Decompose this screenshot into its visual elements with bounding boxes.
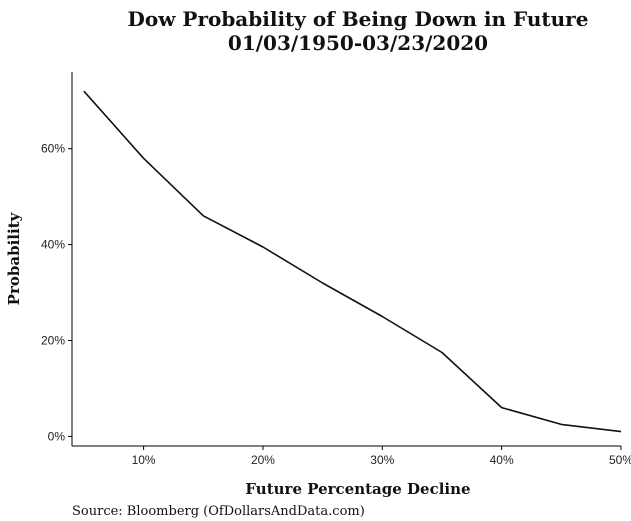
x-tick-label: 50% [609, 453, 631, 467]
plot-area: 0% 20% 40% 60% 10% 20% 30% 40% 50% [41, 72, 631, 467]
y-tick-label: 40% [41, 238, 65, 252]
y-tick-label: 20% [41, 334, 65, 348]
x-axis-title: Future Percentage Decline [245, 480, 470, 498]
series-group [83, 90, 622, 433]
y-axis-ticks: 0% 20% 40% 60% [41, 142, 72, 443]
source-note: Source: Bloomberg (OfDollarsAndData.com) [72, 504, 365, 519]
y-tick-label: 60% [41, 142, 65, 156]
series-line [83, 90, 622, 433]
y-axis-title: Probability [5, 211, 23, 305]
chart-title-line2: 01/03/1950-03/23/2020 [228, 31, 488, 55]
chart-title-line1: Dow Probability of Being Down in Future [128, 7, 589, 31]
x-tick-label: 40% [490, 453, 514, 467]
x-tick-label: 30% [370, 453, 394, 467]
x-tick-label: 10% [132, 453, 156, 467]
y-tick-label: 0% [48, 429, 66, 443]
x-axis-ticks: 10% 20% 30% 40% 50% [132, 446, 631, 467]
x-tick-label: 20% [251, 453, 275, 467]
